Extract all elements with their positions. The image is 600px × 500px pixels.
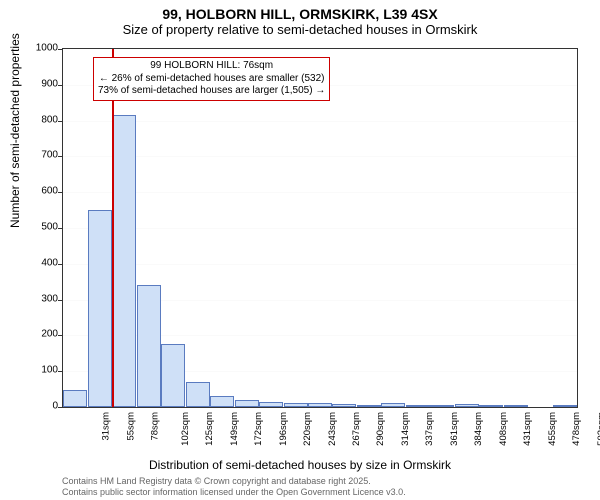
x-tick-label: 267sqm bbox=[351, 412, 362, 446]
histogram-bar bbox=[381, 403, 405, 407]
histogram-bar bbox=[553, 405, 577, 407]
histogram-bar bbox=[112, 115, 136, 407]
y-tick-label: 500 bbox=[22, 222, 58, 233]
footnote-line1: Contains HM Land Registry data © Crown c… bbox=[62, 476, 406, 487]
grid-line bbox=[63, 156, 577, 157]
x-tick-label: 196sqm bbox=[277, 412, 288, 446]
grid-line bbox=[63, 264, 577, 265]
y-axis-label: Number of semi-detached properties bbox=[8, 33, 22, 228]
x-tick-label: 172sqm bbox=[253, 412, 264, 446]
x-tick-label: 502sqm bbox=[596, 412, 600, 446]
histogram-bar bbox=[406, 405, 430, 407]
annotation-title: 99 HOLBORN HILL: 76sqm bbox=[98, 60, 325, 73]
histogram-bar bbox=[455, 404, 479, 407]
y-tick-mark bbox=[58, 407, 63, 408]
y-tick-label: 300 bbox=[22, 293, 58, 304]
histogram-bar bbox=[235, 400, 259, 407]
x-tick-label: 337sqm bbox=[424, 412, 435, 446]
y-tick-mark bbox=[58, 300, 63, 301]
y-tick-mark bbox=[58, 156, 63, 157]
y-tick-mark bbox=[58, 228, 63, 229]
x-tick-label: 102sqm bbox=[179, 412, 190, 446]
x-tick-label: 290sqm bbox=[375, 412, 386, 446]
y-tick-label: 1000 bbox=[22, 43, 58, 54]
histogram-bar bbox=[504, 405, 528, 407]
x-tick-label: 125sqm bbox=[204, 412, 215, 446]
y-tick-label: 200 bbox=[22, 329, 58, 340]
y-tick-label: 600 bbox=[22, 186, 58, 197]
histogram-bar bbox=[284, 403, 308, 407]
y-tick-label: 0 bbox=[22, 401, 58, 412]
histogram-bar bbox=[88, 210, 112, 407]
x-tick-label: 314sqm bbox=[400, 412, 411, 446]
y-tick-mark bbox=[58, 49, 63, 50]
chart-container: 99, HOLBORN HILL, ORMSKIRK, L39 4SX Size… bbox=[0, 0, 600, 500]
histogram-bar bbox=[308, 403, 332, 407]
histogram-bar bbox=[259, 402, 283, 407]
y-tick-mark bbox=[58, 264, 63, 265]
y-tick-mark bbox=[58, 192, 63, 193]
histogram-bar bbox=[63, 390, 87, 407]
plot-area: 99 HOLBORN HILL: 76sqm← 26% of semi-deta… bbox=[62, 48, 578, 408]
marker-line bbox=[112, 49, 114, 407]
grid-line bbox=[63, 121, 577, 122]
histogram-bar bbox=[161, 344, 185, 407]
grid-line bbox=[63, 228, 577, 229]
x-tick-label: 361sqm bbox=[449, 412, 460, 446]
histogram-bar bbox=[332, 404, 356, 407]
y-tick-mark bbox=[58, 121, 63, 122]
x-tick-label: 78sqm bbox=[150, 412, 161, 441]
chart-title-sub: Size of property relative to semi-detach… bbox=[0, 22, 600, 41]
y-tick-mark bbox=[58, 371, 63, 372]
histogram-bar bbox=[137, 285, 161, 407]
histogram-bar bbox=[479, 405, 503, 407]
x-axis-label: Distribution of semi-detached houses by … bbox=[0, 458, 600, 472]
x-tick-label: 384sqm bbox=[473, 412, 484, 446]
chart-title-main: 99, HOLBORN HILL, ORMSKIRK, L39 4SX bbox=[0, 0, 600, 22]
annotation-line: 73% of semi-detached houses are larger (… bbox=[98, 85, 325, 98]
histogram-bar bbox=[430, 405, 454, 407]
histogram-bar bbox=[210, 396, 234, 407]
y-tick-label: 900 bbox=[22, 78, 58, 89]
histogram-bar bbox=[186, 382, 210, 407]
x-tick-label: 431sqm bbox=[522, 412, 533, 446]
y-tick-label: 800 bbox=[22, 114, 58, 125]
x-tick-label: 220sqm bbox=[302, 412, 313, 446]
y-tick-label: 400 bbox=[22, 257, 58, 268]
annotation-box: 99 HOLBORN HILL: 76sqm← 26% of semi-deta… bbox=[93, 57, 330, 101]
y-tick-label: 700 bbox=[22, 150, 58, 161]
x-tick-label: 455sqm bbox=[547, 412, 558, 446]
x-tick-label: 408sqm bbox=[498, 412, 509, 446]
x-tick-label: 55sqm bbox=[125, 412, 136, 441]
x-tick-label: 31sqm bbox=[101, 412, 112, 441]
x-tick-label: 149sqm bbox=[228, 412, 239, 446]
annotation-line: ← 26% of semi-detached houses are smalle… bbox=[98, 73, 325, 86]
x-tick-label: 478sqm bbox=[571, 412, 582, 446]
x-tick-label: 243sqm bbox=[326, 412, 337, 446]
footnote: Contains HM Land Registry data © Crown c… bbox=[62, 476, 406, 498]
footnote-line2: Contains public sector information licen… bbox=[62, 487, 406, 498]
histogram-bar bbox=[357, 405, 381, 407]
y-tick-mark bbox=[58, 85, 63, 86]
y-tick-mark bbox=[58, 335, 63, 336]
y-tick-label: 100 bbox=[22, 365, 58, 376]
grid-line bbox=[63, 192, 577, 193]
